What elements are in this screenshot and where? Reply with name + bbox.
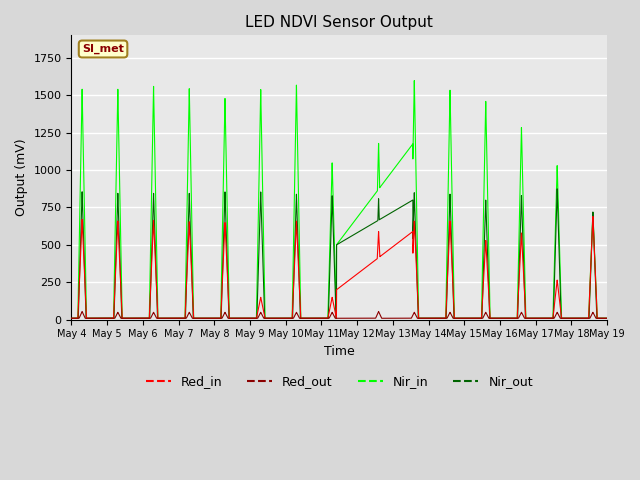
Red_in	[84, 315, 92, 321]
Nir_in	[185, 105, 193, 110]
Nir_out	[604, 315, 611, 321]
Legend: Red_in, Red_out, Nir_in, Nir_out: Red_in, Red_out, Nir_in, Nir_out	[141, 370, 538, 393]
Red_out	[84, 315, 92, 321]
Red_out	[126, 315, 134, 321]
Nir_out	[126, 315, 134, 321]
Nir_in	[84, 315, 92, 321]
Red_out	[532, 315, 540, 321]
Line: Red_out: Red_out	[72, 312, 607, 318]
Text: SI_met: SI_met	[82, 44, 124, 54]
Red_in	[351, 273, 358, 279]
Nir_out	[196, 315, 204, 321]
Red_out	[604, 315, 611, 321]
Nir_out	[351, 231, 358, 237]
Line: Nir_out: Nir_out	[72, 189, 607, 318]
Red_in	[68, 315, 76, 321]
Nir_out	[68, 315, 76, 321]
Nir_out	[532, 315, 540, 321]
Nir_out	[185, 202, 193, 207]
Red_out	[78, 309, 86, 314]
Line: Nir_in: Nir_in	[72, 81, 607, 318]
Nir_in	[351, 218, 358, 224]
Red_in	[589, 214, 596, 219]
Red_out	[185, 310, 193, 316]
Red_in	[196, 315, 204, 321]
X-axis label: Time: Time	[324, 345, 355, 358]
Red_in	[532, 315, 540, 321]
Red_in	[185, 227, 193, 232]
Red_in	[126, 315, 134, 321]
Nir_in	[410, 78, 418, 84]
Title: LED NDVI Sensor Output: LED NDVI Sensor Output	[245, 15, 433, 30]
Nir_out	[554, 186, 561, 192]
Nir_in	[68, 315, 76, 321]
Line: Red_in: Red_in	[72, 216, 607, 318]
Nir_in	[126, 315, 134, 321]
Red_out	[351, 315, 358, 321]
Nir_in	[196, 315, 204, 321]
Nir_in	[532, 315, 540, 321]
Red_in	[604, 315, 611, 321]
Red_out	[196, 315, 204, 321]
Y-axis label: Output (mV): Output (mV)	[15, 139, 28, 216]
Red_out	[68, 315, 76, 321]
Nir_out	[84, 315, 92, 321]
Nir_in	[604, 315, 611, 321]
